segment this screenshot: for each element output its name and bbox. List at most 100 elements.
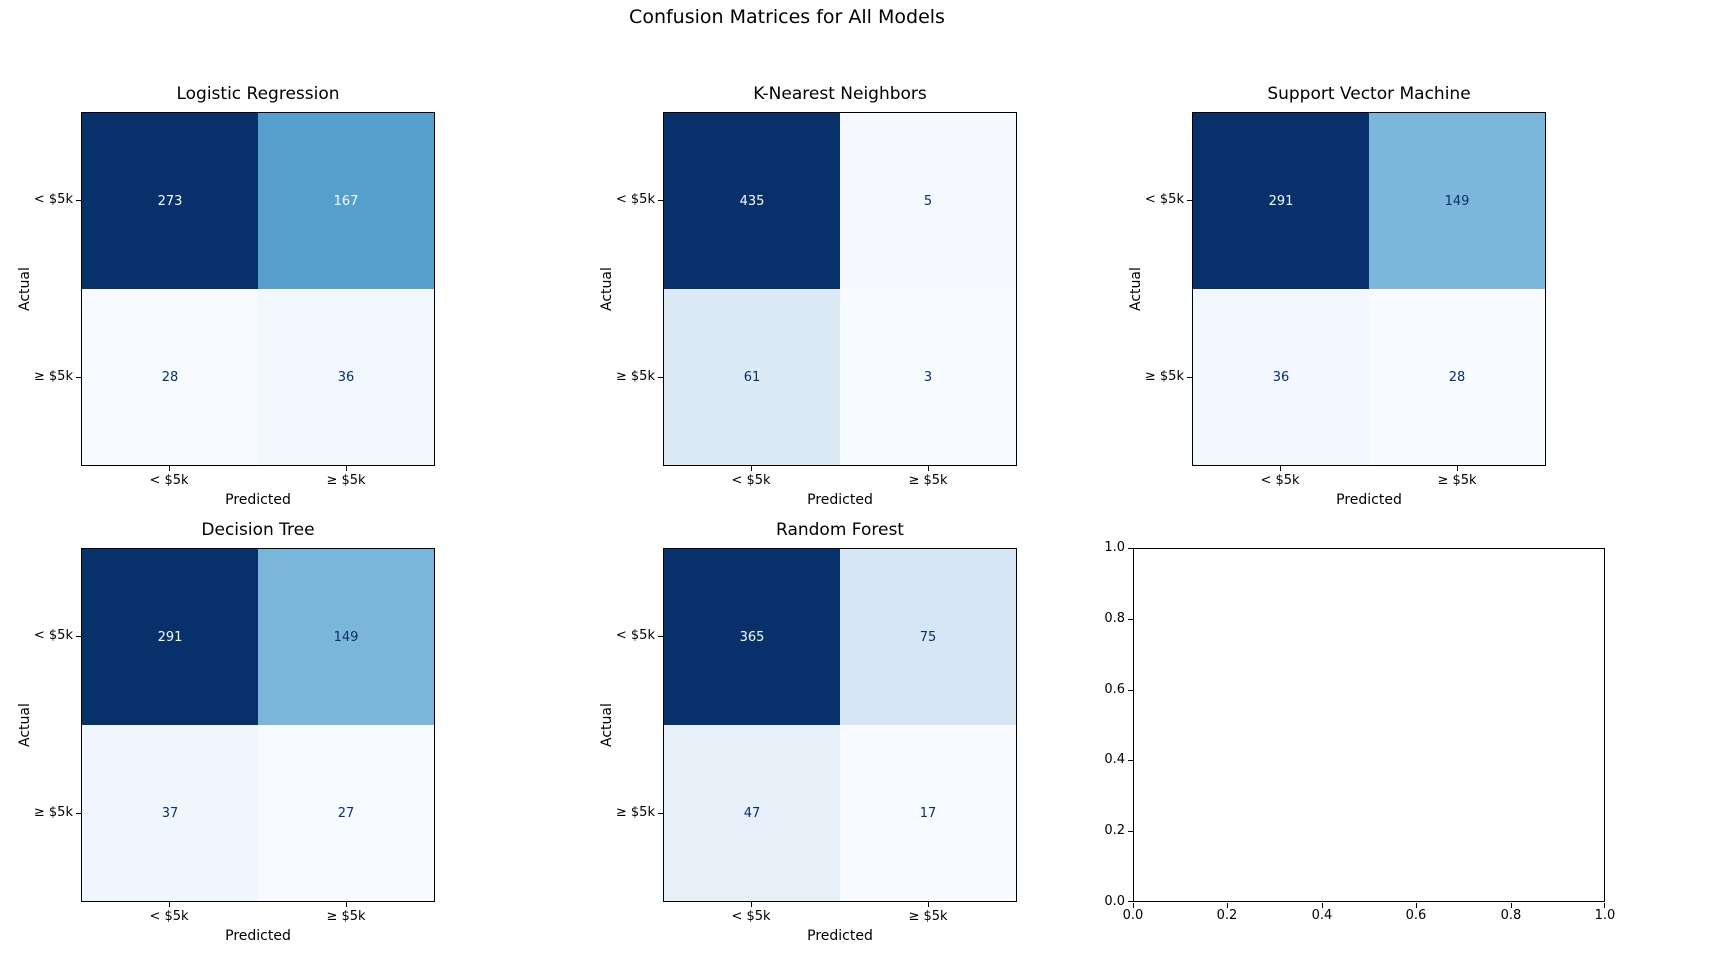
tick-mark: [928, 466, 929, 471]
tick-mark: [1227, 903, 1228, 908]
y-tick-label: ≥ $5k: [33, 369, 73, 384]
matrix-cell: 47: [664, 725, 840, 901]
confusion-matrix: 291 149 37 27: [81, 548, 435, 902]
confusion-matrix: 291 149 36 28: [1192, 112, 1546, 466]
x-tick-label: ≥ $5k: [908, 473, 948, 488]
tick-mark: [1604, 903, 1605, 908]
y-tick-label: < $5k: [33, 192, 73, 207]
figure-suptitle: Confusion Matrices for All Models: [629, 6, 945, 28]
x-tick-label: < $5k: [149, 473, 189, 488]
tick-mark: [76, 377, 81, 378]
tick-mark: [169, 466, 170, 471]
tick-mark: [1322, 903, 1323, 908]
y-tick-label: 0.8: [1104, 611, 1125, 626]
x-tick-label: 0.6: [1405, 908, 1427, 923]
tick-mark: [1128, 760, 1133, 761]
matrix-cell: 75: [840, 549, 1016, 725]
matrix-cell: 36: [1193, 289, 1369, 465]
matrix-cell: 291: [82, 549, 258, 725]
x-tick-label: 0.4: [1311, 908, 1333, 923]
matrix-cell: 27: [258, 725, 434, 901]
subplot-title: Decision Tree: [201, 520, 315, 540]
matrix-cell: 61: [664, 289, 840, 465]
y-tick-label: 0.0: [1104, 894, 1125, 909]
empty-axes: [1133, 548, 1605, 902]
confusion-matrix: 435 5 61 3: [663, 112, 1017, 466]
subplot-title: Logistic Regression: [176, 84, 340, 104]
tick-mark: [1133, 903, 1134, 908]
tick-mark: [658, 377, 663, 378]
tick-mark: [751, 902, 752, 907]
subplot-title: Random Forest: [776, 520, 904, 540]
tick-mark: [1416, 903, 1417, 908]
matrix-cell: 365: [664, 549, 840, 725]
y-tick-label: 0.2: [1104, 823, 1125, 838]
subplot-title: K-Nearest Neighbors: [753, 84, 927, 104]
y-tick-label: ≥ $5k: [33, 805, 73, 820]
y-axis-label: Actual: [599, 703, 615, 747]
tick-mark: [1128, 901, 1133, 902]
matrix-cell: 291: [1193, 113, 1369, 289]
x-axis-label: Predicted: [807, 928, 873, 944]
x-tick-label: < $5k: [1260, 473, 1300, 488]
y-tick-label: ≥ $5k: [615, 805, 655, 820]
matrix-cell: 28: [1369, 289, 1545, 465]
tick-mark: [1280, 466, 1281, 471]
x-tick-label: < $5k: [731, 909, 771, 924]
matrix-cell: 435: [664, 113, 840, 289]
matrix-cell: 28: [82, 289, 258, 465]
tick-mark: [658, 813, 663, 814]
matrix-cell: 3: [840, 289, 1016, 465]
y-tick-label: < $5k: [1144, 192, 1184, 207]
x-axis-label: Predicted: [225, 492, 291, 508]
tick-mark: [76, 200, 81, 201]
tick-mark: [751, 466, 752, 471]
tick-mark: [1128, 548, 1133, 549]
tick-mark: [928, 902, 929, 907]
x-tick-label: ≥ $5k: [1437, 473, 1477, 488]
tick-mark: [1128, 690, 1133, 691]
tick-mark: [346, 466, 347, 471]
tick-mark: [169, 902, 170, 907]
x-tick-label: 0.2: [1216, 908, 1238, 923]
matrix-cell: 37: [82, 725, 258, 901]
x-tick-label: < $5k: [149, 909, 189, 924]
y-tick-label: ≥ $5k: [615, 369, 655, 384]
matrix-cell: 167: [258, 113, 434, 289]
y-tick-label: 0.4: [1104, 752, 1125, 767]
tick-mark: [658, 636, 663, 637]
x-tick-label: ≥ $5k: [326, 909, 366, 924]
x-tick-label: < $5k: [731, 473, 771, 488]
x-tick-label: 1.0: [1594, 908, 1616, 923]
y-tick-label: ≥ $5k: [1144, 369, 1184, 384]
matrix-cell: 273: [82, 113, 258, 289]
y-tick-label: < $5k: [615, 192, 655, 207]
tick-mark: [1511, 903, 1512, 908]
tick-mark: [76, 636, 81, 637]
matrix-cell: 149: [1369, 113, 1545, 289]
tick-mark: [1128, 831, 1133, 832]
y-axis-label: Actual: [17, 703, 33, 747]
x-tick-label: ≥ $5k: [326, 473, 366, 488]
y-tick-label: 1.0: [1104, 540, 1125, 555]
subplot-title: Support Vector Machine: [1267, 84, 1471, 104]
matrix-cell: 36: [258, 289, 434, 465]
matrix-cell: 5: [840, 113, 1016, 289]
y-tick-label: < $5k: [33, 628, 73, 643]
x-tick-label: 0.8: [1500, 908, 1522, 923]
x-axis-label: Predicted: [225, 928, 291, 944]
y-axis-label: Actual: [1128, 267, 1144, 311]
tick-mark: [1128, 619, 1133, 620]
matrix-cell: 149: [258, 549, 434, 725]
tick-mark: [346, 902, 347, 907]
x-axis-label: Predicted: [807, 492, 873, 508]
y-tick-label: 0.6: [1104, 682, 1125, 697]
tick-mark: [1457, 466, 1458, 471]
y-tick-label: < $5k: [615, 628, 655, 643]
y-axis-label: Actual: [17, 267, 33, 311]
x-tick-label: ≥ $5k: [908, 909, 948, 924]
tick-mark: [1187, 200, 1192, 201]
tick-mark: [658, 200, 663, 201]
matrix-cell: 17: [840, 725, 1016, 901]
